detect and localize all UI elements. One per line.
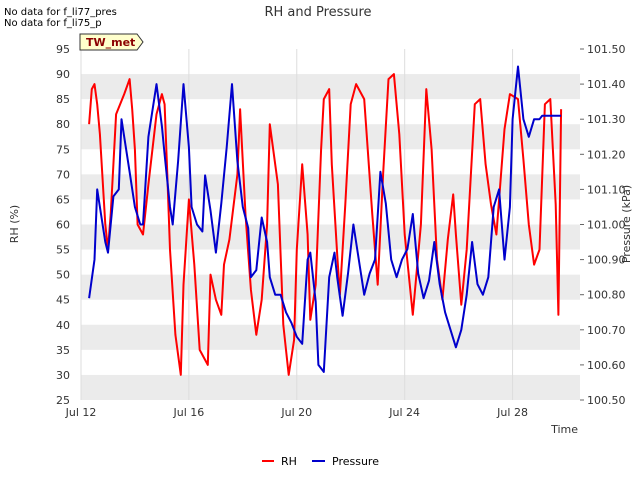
y-tick-label: 55 [56, 244, 70, 257]
x-tick-label: Jul 28 [496, 406, 528, 419]
y-tick-label: 90 [56, 68, 70, 81]
y-tick-label: 70 [56, 168, 70, 181]
y2-tick-label: 100.70 [587, 324, 626, 337]
y-tick-label: 40 [56, 319, 70, 332]
x-tick-label: Jul 24 [388, 406, 420, 419]
background-band [81, 274, 580, 300]
chart-title: RH and Pressure [264, 5, 371, 20]
y2-tick-label: 101.40 [587, 78, 626, 91]
y2-tick-label: 101.10 [587, 183, 626, 196]
y-tick-label: 30 [56, 369, 70, 382]
y-tick-label: 50 [56, 269, 70, 282]
y-tick-label: 95 [56, 43, 70, 56]
background-band [81, 174, 580, 200]
no-data-note-1: No data for f_li77_pres [4, 7, 117, 18]
y2-tick-label: 101.00 [587, 219, 626, 232]
background-band [81, 74, 580, 100]
series-line-pressure [88, 65, 562, 373]
background-band [81, 374, 580, 400]
y2-tick-label: 100.80 [587, 289, 626, 302]
y-tick-label: 65 [56, 193, 70, 206]
y-tick-label: 75 [56, 143, 70, 156]
y2-tick-label: 100.50 [587, 394, 626, 407]
y2-tick-label: 100.90 [587, 254, 626, 267]
legend-pressure-label: Pressure [332, 455, 379, 468]
badge-label: TW_met [86, 36, 135, 49]
badge-shape [79, 33, 144, 51]
y-tick-label: 45 [56, 294, 70, 307]
background-band [81, 324, 580, 350]
y-tick-label: 35 [56, 344, 70, 357]
y2-tick-label: 101.30 [587, 113, 626, 126]
x-tick-label: Jul 20 [280, 406, 312, 419]
legend: RH Pressure [262, 455, 379, 468]
y-tick-label: 85 [56, 93, 70, 106]
y-tick-label: 25 [56, 394, 70, 407]
x-tick-label: Jul 16 [173, 406, 205, 419]
station-badge: TW_met [79, 33, 144, 51]
x-tick-label: Jul 12 [65, 406, 97, 419]
y2-tick-label: 101.20 [587, 148, 626, 161]
series-line-rh [88, 73, 563, 376]
x-axis: Jul 12 Jul 16 Jul 20 Jul 24 Jul 28 [65, 406, 528, 419]
right-axis: 100.50 100.60 100.70 100.80 100.90 101.00 101.… [580, 43, 626, 407]
legend-rh-label: RH [281, 455, 297, 468]
y-tick-label: 80 [56, 118, 70, 131]
y-tick-label: 60 [56, 219, 70, 232]
series-lines [88, 65, 563, 376]
y2-tick-label: 100.60 [587, 359, 626, 372]
y2-axis-label: Pressure (kPa) [620, 185, 633, 263]
x-axis-label: Time [550, 423, 578, 436]
no-data-note-2: No data for f_li75_p [4, 18, 102, 29]
y2-tick-label: 101.50 [587, 43, 626, 56]
left-axis: 25 30 35 40 45 50 55 60 65 70 75 80 85 90 95 [56, 43, 70, 407]
y-axis-label: RH (%) [8, 205, 21, 243]
